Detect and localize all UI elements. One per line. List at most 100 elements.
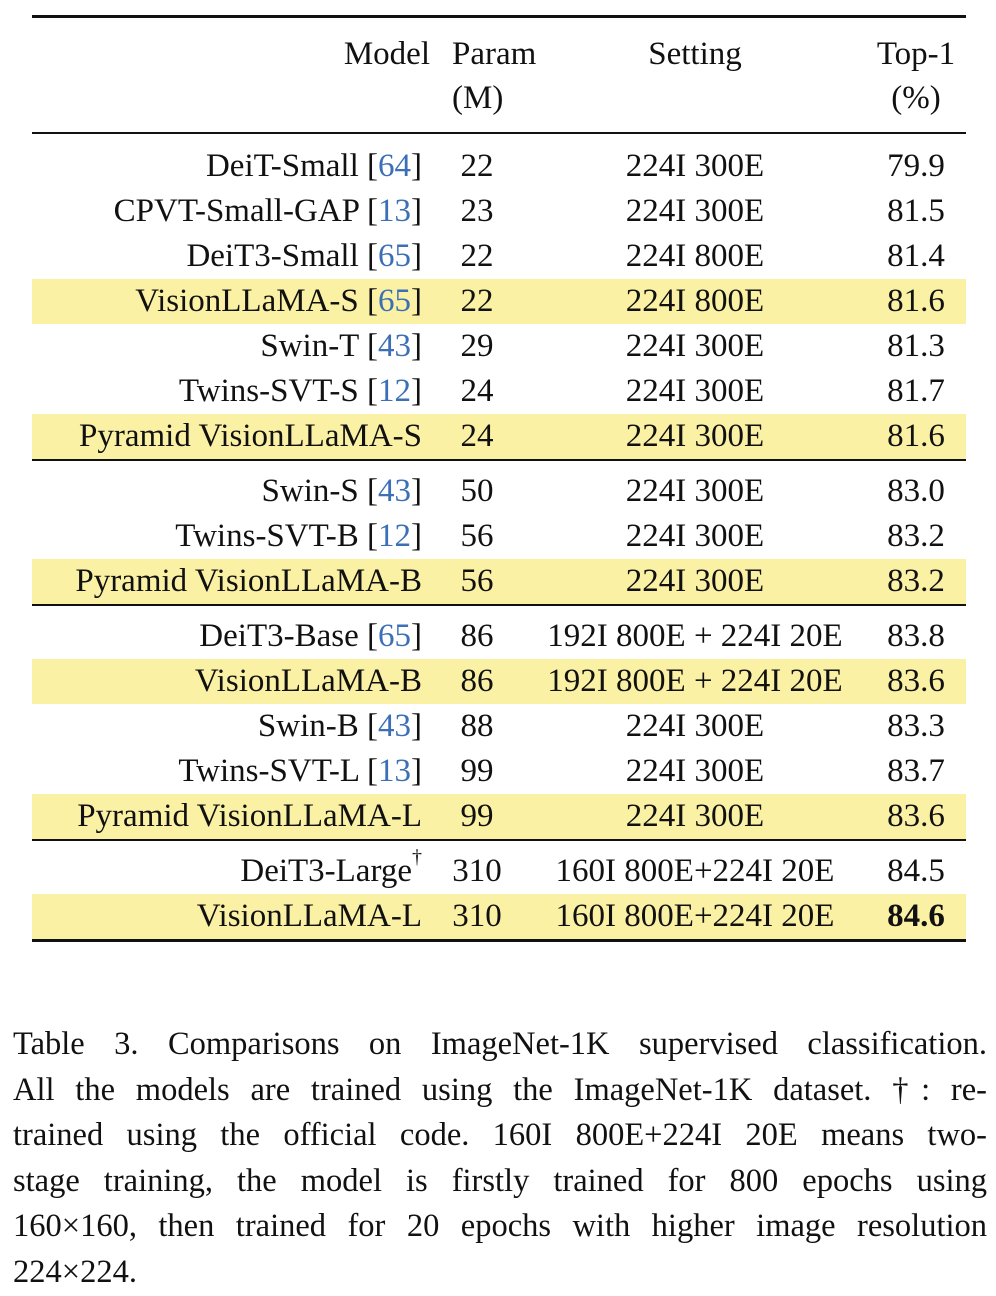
cell-model: Swin-S [43]	[32, 460, 430, 514]
header-top1-unit: (%)	[866, 76, 966, 133]
table-row: DeiT3-Small [65] 22 224I 800E 81.4	[32, 234, 966, 279]
cell-top1: 83.7	[866, 749, 966, 794]
model-name: Swin-S	[262, 473, 359, 509]
header-top1: Top-1	[866, 17, 966, 77]
cell-param: 56	[430, 514, 524, 559]
model-name: Twins-SVT-B	[175, 518, 359, 554]
cell-param: 22	[430, 279, 524, 324]
citation-link[interactable]: 64	[378, 148, 411, 184]
cell-top1: 84.5	[866, 840, 966, 894]
model-name: Swin-T	[260, 328, 358, 364]
cell-param: 86	[430, 605, 524, 659]
cell-top1: 81.6	[866, 279, 966, 324]
cell-param: 24	[430, 414, 524, 460]
cell-param: 56	[430, 559, 524, 605]
model-name: Swin-B	[258, 708, 359, 744]
citation-link[interactable]: 43	[378, 328, 411, 364]
cell-model: Swin-T [43]	[32, 324, 430, 369]
cell-top1: 83.2	[866, 514, 966, 559]
citation-link[interactable]: 12	[378, 373, 411, 409]
cell-param: 50	[430, 460, 524, 514]
cell-model: VisionLLaMA-L	[32, 894, 430, 941]
cell-model: Pyramid VisionLLaMA-B	[32, 559, 430, 605]
cell-top1: 84.6	[866, 894, 966, 941]
cell-model: VisionLLaMA-S [65]	[32, 279, 430, 324]
citation-link[interactable]: 65	[378, 618, 411, 654]
table-row: Twins-SVT-S [12] 24 224I 300E 81.7	[32, 369, 966, 414]
cell-setting: 224I 300E	[524, 414, 866, 460]
cell-param: 310	[430, 894, 524, 941]
table-header: Model Param Setting Top-1 (M) (%)	[32, 17, 966, 134]
model-name: DeiT-Small	[206, 148, 359, 184]
table-group: DeiT-Small [64] 22 224I 300E 79.9 CPVT-Small…	[32, 133, 966, 460]
cell-param: 99	[430, 749, 524, 794]
table-row: Twins-SVT-L [13] 99 224I 300E 83.7	[32, 749, 966, 794]
table-group: DeiT3-Large† 310 160I 800E+224I 20E 84.5 Vis…	[32, 840, 966, 941]
cell-top1: 83.6	[866, 794, 966, 840]
table-row: DeiT3-Large† 310 160I 800E+224I 20E 84.5	[32, 840, 966, 894]
dagger-mark: †	[412, 846, 422, 868]
model-name: Pyramid VisionLLaMA-L	[77, 798, 422, 834]
cell-setting: 224I 300E	[524, 514, 866, 559]
citation-link[interactable]: 65	[378, 283, 411, 319]
cell-setting: 192I 800E + 224I 20E	[524, 659, 866, 704]
cell-model: Pyramid VisionLLaMA-L	[32, 794, 430, 840]
cell-setting: 224I 800E	[524, 279, 866, 324]
cell-param: 22	[430, 133, 524, 189]
cell-param: 29	[430, 324, 524, 369]
table-row: Twins-SVT-B [12] 56 224I 300E 83.2	[32, 514, 966, 559]
caption-line: Table 3. Comparisons on ImageNet-1K supe…	[13, 1022, 987, 1068]
cell-model: DeiT3-Small [65]	[32, 234, 430, 279]
model-name: VisionLLaMA-L	[197, 898, 422, 934]
cell-top1: 81.3	[866, 324, 966, 369]
cell-model: Pyramid VisionLLaMA-S	[32, 414, 430, 460]
model-name: VisionLLaMA-S	[135, 283, 359, 319]
cell-setting: 224I 300E	[524, 369, 866, 414]
caption-line: All the models are trained using the Ima…	[13, 1068, 987, 1114]
table-row: CPVT-Small-GAP [13] 23 224I 300E 81.5	[32, 189, 966, 234]
results-table-container: Model Param Setting Top-1 (M) (%) DeiT-S…	[32, 15, 966, 942]
cell-model: Twins-SVT-L [13]	[32, 749, 430, 794]
cell-top1: 83.6	[866, 659, 966, 704]
cell-model: Twins-SVT-B [12]	[32, 514, 430, 559]
table-row: Swin-S [43] 50 224I 300E 83.0	[32, 460, 966, 514]
citation-link[interactable]: 43	[378, 473, 411, 509]
cell-param: 310	[430, 840, 524, 894]
cell-param: 23	[430, 189, 524, 234]
model-name: DeiT3-Large	[240, 853, 412, 889]
cell-model: DeiT3-Base [65]	[32, 605, 430, 659]
caption-line: stage training, the model is firstly tra…	[13, 1159, 987, 1205]
model-name: Pyramid VisionLLaMA-S	[79, 418, 422, 454]
cell-top1: 81.6	[866, 414, 966, 460]
table-row: VisionLLaMA-S [65] 22 224I 800E 81.6	[32, 279, 966, 324]
model-name: Twins-SVT-S	[179, 373, 359, 409]
table-row: Swin-B [43] 88 224I 300E 83.3	[32, 704, 966, 749]
table-group: DeiT3-Base [65] 86 192I 800E + 224I 20E 83.…	[32, 605, 966, 840]
table-row: VisionLLaMA-L 310 160I 800E+224I 20E 84.6	[32, 894, 966, 941]
cell-setting: 160I 800E+224I 20E	[524, 840, 866, 894]
cell-top1: 81.4	[866, 234, 966, 279]
cell-setting: 192I 800E + 224I 20E	[524, 605, 866, 659]
cell-setting: 224I 300E	[524, 559, 866, 605]
table-row: Pyramid VisionLLaMA-B 56 224I 300E 83.2	[32, 559, 966, 605]
citation-link[interactable]: 13	[378, 193, 411, 229]
cell-setting: 224I 300E	[524, 189, 866, 234]
cell-top1: 83.2	[866, 559, 966, 605]
citation-link[interactable]: 65	[378, 238, 411, 274]
cell-model: DeiT-Small [64]	[32, 133, 430, 189]
citation-link[interactable]: 13	[378, 753, 411, 789]
table-row: VisionLLaMA-B 86 192I 800E + 224I 20E 83.6	[32, 659, 966, 704]
caption-line: trained using the official code. 160I 80…	[13, 1113, 987, 1159]
citation-link[interactable]: 12	[378, 518, 411, 554]
cell-top1: 83.0	[866, 460, 966, 514]
caption-line: 224×224.	[13, 1250, 987, 1296]
citation-link[interactable]: 43	[378, 708, 411, 744]
cell-model: Swin-B [43]	[32, 704, 430, 749]
cell-top1: 79.9	[866, 133, 966, 189]
table-row: DeiT3-Base [65] 86 192I 800E + 224I 20E 83.…	[32, 605, 966, 659]
cell-param: 88	[430, 704, 524, 749]
header-setting: Setting	[524, 17, 866, 77]
cell-top1: 81.7	[866, 369, 966, 414]
cell-top1: 83.8	[866, 605, 966, 659]
model-name: VisionLLaMA-B	[195, 663, 422, 699]
